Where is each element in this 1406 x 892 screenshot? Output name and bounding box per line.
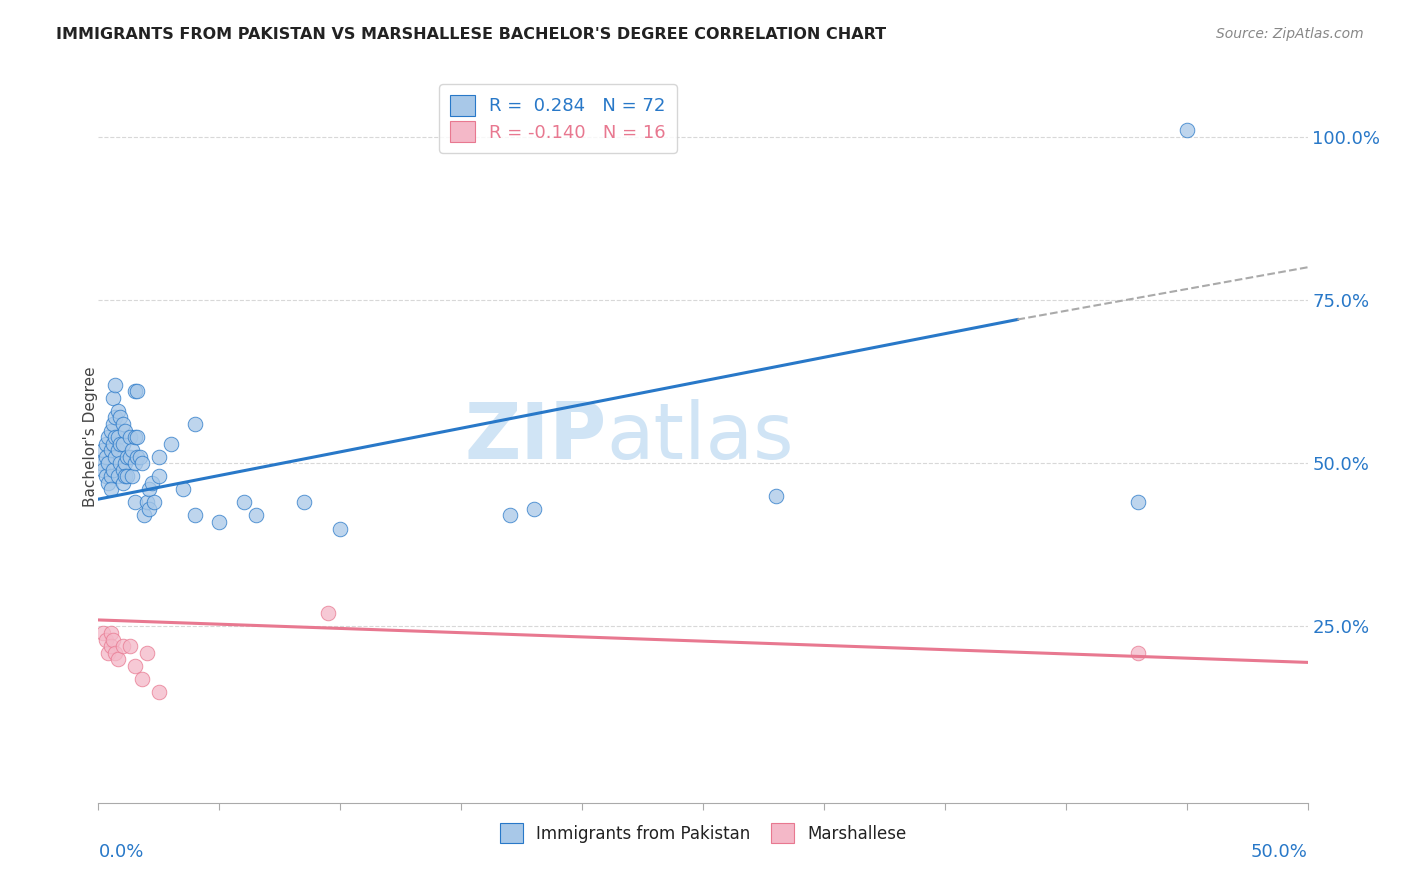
Point [104, 377, 127, 392]
Point [91, 626, 114, 640]
Text: 50.0%: 50.0% [1251, 843, 1308, 861]
Point [184, 508, 207, 523]
Point [138, 483, 160, 497]
Point [160, 436, 183, 450]
Legend: Immigrants from Pakistan, Marshallese: Immigrants from Pakistan, Marshallese [494, 817, 912, 849]
Point [111, 436, 134, 450]
Text: 0.0%: 0.0% [98, 843, 143, 861]
Point [101, 436, 124, 450]
Point [97, 430, 120, 444]
Text: ZIP: ZIP [464, 399, 606, 475]
Point [97, 475, 120, 490]
Point [143, 495, 166, 509]
Point [148, 450, 170, 464]
Point [498, 508, 520, 523]
Point [131, 456, 153, 470]
Point [232, 495, 254, 509]
Point [523, 502, 546, 516]
Point [118, 430, 141, 444]
Point [208, 515, 231, 529]
Point [100, 483, 122, 497]
Point [104, 430, 127, 444]
Point [128, 450, 150, 464]
Point [117, 450, 139, 464]
Point [111, 463, 134, 477]
Point [94, 469, 117, 483]
Point [108, 456, 131, 470]
Text: Source: ZipAtlas.com: Source: ZipAtlas.com [1216, 27, 1364, 41]
Point [765, 489, 787, 503]
Point [245, 508, 267, 523]
Point [124, 495, 146, 509]
Point [91, 443, 114, 458]
Point [117, 469, 139, 483]
Y-axis label: Bachelor's Degree: Bachelor's Degree [83, 367, 97, 508]
Point [148, 469, 170, 483]
Point [104, 410, 127, 425]
Point [184, 417, 207, 431]
Point [100, 626, 122, 640]
Point [1128, 646, 1150, 660]
Point [108, 436, 131, 450]
Point [107, 430, 129, 444]
Point [104, 450, 127, 464]
Point [124, 658, 146, 673]
Point [121, 443, 143, 458]
Point [108, 410, 131, 425]
Point [114, 469, 136, 483]
Text: atlas: atlas [606, 399, 794, 475]
Point [111, 417, 134, 431]
Point [127, 450, 149, 464]
Point [90, 456, 112, 470]
Point [138, 502, 160, 516]
Point [148, 685, 170, 699]
Point [107, 443, 129, 458]
Point [97, 456, 120, 470]
Point [111, 475, 134, 490]
Point [94, 632, 117, 647]
Point [172, 483, 194, 497]
Point [100, 469, 122, 483]
Point [118, 450, 141, 464]
Point [1128, 495, 1150, 509]
Point [100, 424, 122, 438]
Point [101, 632, 124, 647]
Point [107, 404, 129, 418]
Text: IMMIGRANTS FROM PAKISTAN VS MARSHALLESE BACHELOR'S DEGREE CORRELATION CHART: IMMIGRANTS FROM PAKISTAN VS MARSHALLESE … [56, 27, 886, 42]
Point [100, 443, 122, 458]
Point [134, 508, 156, 523]
Point [101, 417, 124, 431]
Point [91, 463, 114, 477]
Point [94, 436, 117, 450]
Point [107, 652, 129, 666]
Point [111, 639, 134, 653]
Point [127, 430, 149, 444]
Point [135, 495, 157, 509]
Point [101, 463, 124, 477]
Point [101, 391, 124, 405]
Point [97, 646, 120, 660]
Point [135, 646, 157, 660]
Point [124, 430, 146, 444]
Point [292, 495, 315, 509]
Point [94, 450, 117, 464]
Point [141, 475, 163, 490]
Point [329, 521, 352, 535]
Point [100, 639, 122, 653]
Point [118, 639, 141, 653]
Point [124, 456, 146, 470]
Point [104, 646, 127, 660]
Point [114, 424, 136, 438]
Point [316, 607, 339, 621]
Point [114, 456, 136, 470]
Point [131, 672, 153, 686]
Point [124, 384, 146, 399]
Point [1175, 123, 1198, 137]
Point [107, 469, 129, 483]
Point [127, 384, 149, 399]
Point [121, 469, 143, 483]
